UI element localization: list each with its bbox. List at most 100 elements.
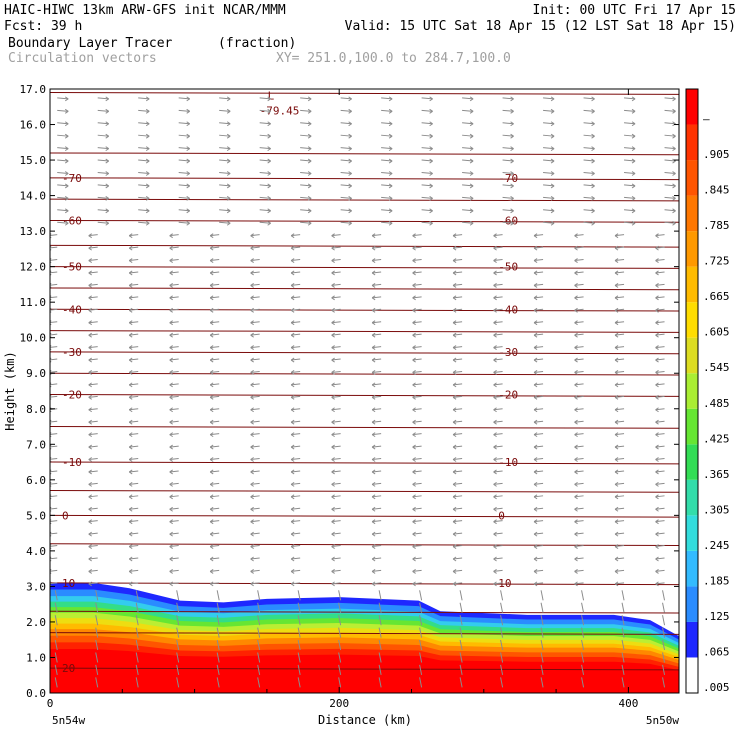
vector: [250, 470, 260, 473]
vector-head: [493, 332, 497, 338]
vector: [291, 445, 301, 448]
x-tick-label: 200: [329, 697, 349, 710]
vector: [300, 122, 312, 125]
vector: [655, 569, 665, 572]
vector-head: [128, 320, 133, 326]
vector-head: [614, 556, 619, 562]
vector-head: [631, 158, 636, 164]
vector-head: [371, 295, 376, 301]
vector-head: [388, 146, 393, 152]
vector: [534, 582, 544, 585]
vector-head: [88, 494, 92, 500]
vector-head: [371, 407, 376, 413]
vector: [421, 209, 433, 212]
vector-head: [88, 544, 92, 549]
vector: [462, 184, 474, 187]
vector: [297, 615, 301, 626]
vector-head: [574, 457, 578, 462]
vector-head: [371, 432, 376, 438]
vector: [259, 196, 271, 199]
vector: [655, 283, 665, 286]
vector: [210, 358, 220, 361]
contour-label-mid-6: -20: [498, 389, 518, 402]
circulation-vectors: [50, 96, 676, 688]
vector-head: [290, 345, 295, 351]
vector-head: [631, 96, 636, 102]
vector: [462, 171, 474, 174]
colorbar-label: .365: [703, 468, 730, 481]
vector: [250, 234, 260, 237]
vector-head: [655, 307, 659, 313]
vector: [412, 532, 422, 535]
vector-head: [533, 357, 538, 363]
vector: [331, 234, 341, 237]
vector: [50, 482, 58, 485]
vector: [381, 147, 393, 150]
vector-head: [371, 357, 376, 363]
vector: [614, 246, 625, 249]
y-tick-label: 17.0: [20, 83, 47, 96]
vector-head: [469, 220, 474, 226]
vector: [574, 408, 584, 411]
vector-head: [429, 171, 433, 176]
vector: [210, 569, 220, 572]
vector-head: [574, 233, 578, 239]
vector-head: [493, 581, 497, 587]
vector-head: [533, 432, 538, 438]
vector-head: [169, 556, 173, 562]
vector: [381, 221, 393, 224]
vector-head: [331, 357, 335, 363]
vector: [624, 109, 636, 112]
vector: [331, 445, 341, 448]
x-end-label-right: 5n50w: [646, 714, 679, 727]
vector: [421, 122, 433, 125]
vector-head: [250, 444, 254, 450]
vector-head: [550, 208, 555, 214]
vector-head: [290, 432, 295, 438]
vector: [574, 370, 584, 373]
vector: [534, 395, 544, 398]
vector-head: [169, 382, 173, 388]
vector: [655, 458, 665, 461]
vector-head: [331, 407, 335, 413]
vector-head: [331, 345, 335, 351]
vector: [291, 246, 301, 249]
vector: [372, 370, 382, 373]
vector: [50, 520, 58, 522]
vector-head: [412, 544, 416, 549]
vector-head: [591, 171, 595, 176]
vector: [574, 557, 584, 560]
vector-head: [533, 556, 538, 562]
colorbar-label: .725: [703, 255, 730, 268]
vector-head: [331, 432, 335, 438]
colorbar-label: .905: [703, 148, 730, 161]
vector: [50, 445, 58, 448]
vector: [421, 97, 433, 100]
vector: [169, 458, 179, 461]
vector-head: [493, 519, 497, 525]
vector-head: [412, 394, 416, 400]
vector-head: [614, 320, 619, 326]
vector: [331, 420, 341, 423]
vector-head: [250, 481, 254, 487]
vector-head: [250, 233, 254, 239]
vector: [574, 532, 584, 535]
vector-head: [267, 171, 271, 176]
vector: [331, 246, 341, 249]
vector-head: [533, 519, 538, 525]
vector-head: [533, 419, 538, 425]
vector: [138, 109, 150, 112]
vector: [291, 420, 301, 423]
vector: [500, 639, 504, 651]
vector-head: [331, 282, 335, 288]
vector-head: [493, 258, 497, 263]
vector: [500, 590, 504, 601]
vector: [257, 652, 261, 663]
vector: [372, 557, 382, 560]
vector: [453, 433, 463, 436]
valid-time: Valid: 15 UTC Sat 18 Apr 15 (12 LST Sat …: [345, 19, 736, 34]
vector-head: [655, 469, 659, 475]
tracer-fill: [50, 582, 679, 693]
vector: [462, 196, 474, 199]
vector-head: [128, 258, 133, 263]
